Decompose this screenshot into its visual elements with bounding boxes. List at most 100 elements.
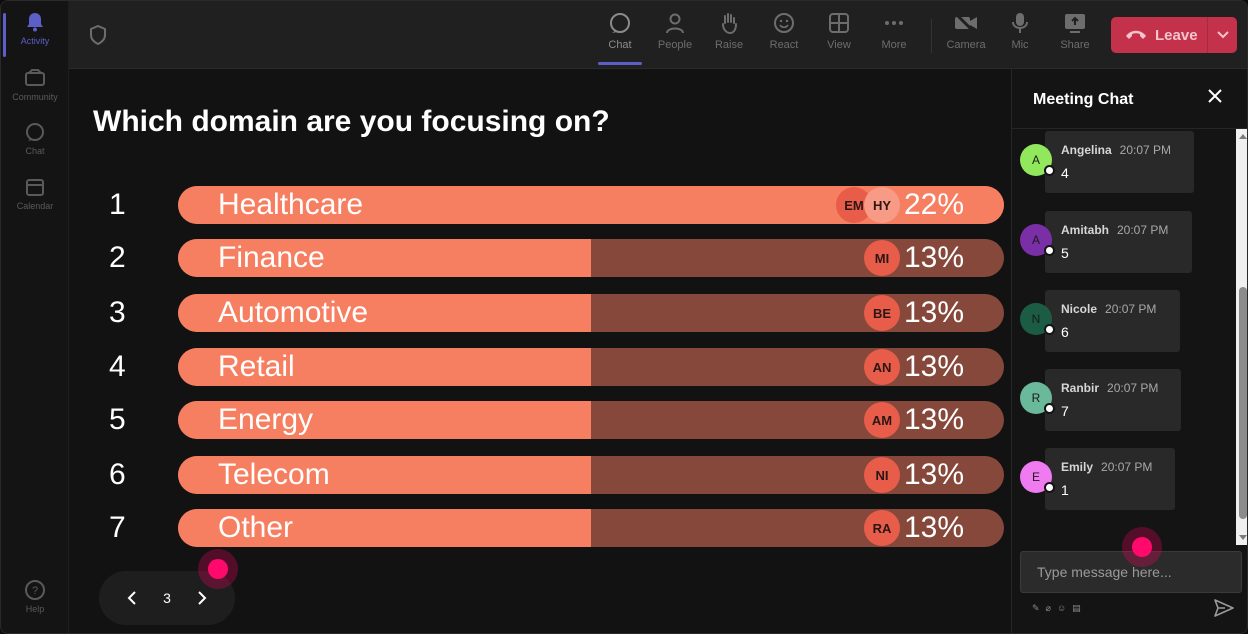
attach-icon[interactable]: ⌀ — [1045, 603, 1051, 613]
page-number: 3 — [163, 590, 171, 606]
voter-avatar: BE — [864, 295, 900, 331]
message-input[interactable] — [1021, 552, 1241, 592]
rail-item-activity[interactable]: Activity — [1, 11, 69, 61]
avatar-initial: N — [1031, 312, 1041, 326]
toolbar-chat-button[interactable]: Chat — [596, 11, 644, 65]
rail-item-help[interactable]: ? Help — [1, 579, 69, 629]
chevron-right-icon — [198, 591, 207, 605]
gif-icon[interactable]: ▤ — [1072, 603, 1081, 613]
message-header: Nicole 20:07 PM — [1061, 300, 1180, 318]
option-rank: 3 — [109, 296, 126, 329]
raise-hand-icon — [717, 11, 741, 35]
send-button[interactable] — [1214, 599, 1234, 619]
option-percent: 13% — [903, 350, 964, 383]
scrollbar-thumb[interactable] — [1239, 287, 1247, 519]
poll-option-row: 7 Other 13% RA — [93, 509, 1005, 547]
poll-option-row: 3 Automotive 13% BE — [93, 294, 1005, 332]
meeting-chat-panel: Meeting Chat Angelina 20:07 PM 4 A Amitabh 20… — [1011, 69, 1247, 633]
rail-item-calendar[interactable]: Calendar — [1, 176, 69, 226]
chat-icon — [608, 11, 632, 35]
poll-option-row: 4 Retail 13% AN — [93, 348, 1005, 386]
option-bar-fill — [178, 294, 591, 332]
presence-status-icon — [1044, 403, 1055, 414]
toolbar-mic-button[interactable]: Mic — [996, 11, 1044, 61]
message-compose-box — [1020, 551, 1242, 593]
option-label: Automotive — [218, 296, 369, 329]
message-time: 20:07 PM — [1105, 302, 1157, 316]
avatar[interactable]: E — [1020, 461, 1055, 493]
scroll-down-icon[interactable] — [1239, 535, 1247, 540]
poll-option-row: 5 Energy 13% AM — [93, 401, 1005, 439]
option-rank: 1 — [109, 188, 126, 221]
option-percent: 13% — [903, 511, 964, 544]
option-rank: 2 — [109, 241, 126, 274]
toolbar-button-label: React — [769, 39, 799, 51]
option-bar-fill — [178, 509, 591, 547]
chat-title: Meeting Chat — [1033, 91, 1134, 108]
shield-icon — [89, 24, 109, 46]
presence-status-icon — [1044, 324, 1055, 335]
close-chat-button[interactable] — [1208, 89, 1228, 109]
toolbar-button-label: Raise — [714, 39, 744, 51]
share-icon — [1063, 11, 1087, 35]
pager: 3 — [99, 571, 235, 625]
chat-scrollbar[interactable] — [1236, 129, 1247, 545]
send-icon — [1214, 599, 1234, 617]
message-time: 20:07 PM — [1117, 223, 1169, 237]
option-bar-fill — [178, 239, 591, 277]
toolbar-more-button[interactable]: More — [870, 11, 918, 61]
poll-question: Which domain are you focusing on? — [93, 105, 610, 138]
chevron-down-icon[interactable] — [1207, 17, 1237, 53]
option-bar-fill — [178, 401, 591, 439]
option-label: Retail — [218, 350, 295, 383]
poll-option-row: 6 Telecom 13% NI — [93, 456, 1005, 494]
emoji-icon[interactable]: ☺ — [1056, 603, 1067, 613]
leave-button[interactable]: Leave — [1111, 17, 1237, 53]
sender-name: Emily — [1061, 460, 1094, 474]
next-page-button[interactable] — [188, 584, 216, 612]
poll-option-row: 1 Healthcare 22% EM HY — [93, 186, 1005, 224]
option-bar-fill — [178, 456, 591, 494]
toolbar-button-label: Chat — [608, 39, 632, 51]
react-icon — [772, 11, 796, 35]
toolbar-raise-button[interactable]: Raise — [705, 11, 753, 61]
leave-label: Leave — [1155, 26, 1198, 44]
avatar-initial: R — [1031, 391, 1041, 405]
chevron-left-icon — [127, 591, 136, 605]
avatar[interactable]: N — [1020, 303, 1055, 335]
toolbar-people-button[interactable]: People — [651, 11, 699, 61]
message-text: 4 — [1061, 165, 1069, 181]
toolbar-view-button[interactable]: View — [815, 11, 863, 61]
sender-name: Angelina — [1061, 143, 1112, 157]
calendar-icon — [24, 176, 46, 198]
people-icon — [663, 11, 687, 35]
presence-status-icon — [1044, 245, 1055, 256]
message-bubble: Amitabh 20:07 PM 5 — [1045, 211, 1192, 273]
view-icon — [827, 11, 851, 35]
toolbar-camera-button[interactable]: Camera — [942, 11, 990, 61]
avatar[interactable]: A — [1020, 144, 1055, 176]
rail-item-label: Chat — [25, 146, 45, 156]
avatar[interactable]: R — [1020, 382, 1055, 414]
previous-page-button[interactable] — [118, 584, 146, 612]
message-bubble: Ranbir 20:07 PM 7 — [1045, 369, 1181, 431]
rail-item-chat[interactable]: Chat — [1, 121, 69, 171]
toolbar-share-button[interactable]: Share — [1051, 11, 1099, 61]
avatar-initial: A — [1031, 233, 1040, 247]
message-time: 20:07 PM — [1119, 143, 1172, 157]
chat-message-list[interactable]: Angelina 20:07 PM 4 A Amitabh 20:07 PM 5 A Nicol… — [1012, 129, 1236, 545]
toolbar-react-button[interactable]: React — [760, 11, 808, 61]
avatar-initial: A — [1031, 153, 1040, 167]
option-percent: 13% — [903, 458, 964, 491]
close-icon — [1208, 89, 1222, 103]
scroll-up-icon[interactable] — [1239, 134, 1247, 139]
option-bar: Retail 13% AN — [178, 348, 1004, 386]
message-text: 1 — [1061, 482, 1069, 498]
rail-item-community[interactable]: Community — [1, 67, 69, 117]
avatar[interactable]: A — [1020, 224, 1055, 256]
rail-item-label: Help — [25, 604, 45, 614]
presence-status-icon — [1044, 482, 1055, 493]
message-text: 5 — [1061, 245, 1069, 261]
format-icon[interactable]: ✎ — [1032, 603, 1040, 613]
voter-avatar: RA — [864, 510, 900, 546]
